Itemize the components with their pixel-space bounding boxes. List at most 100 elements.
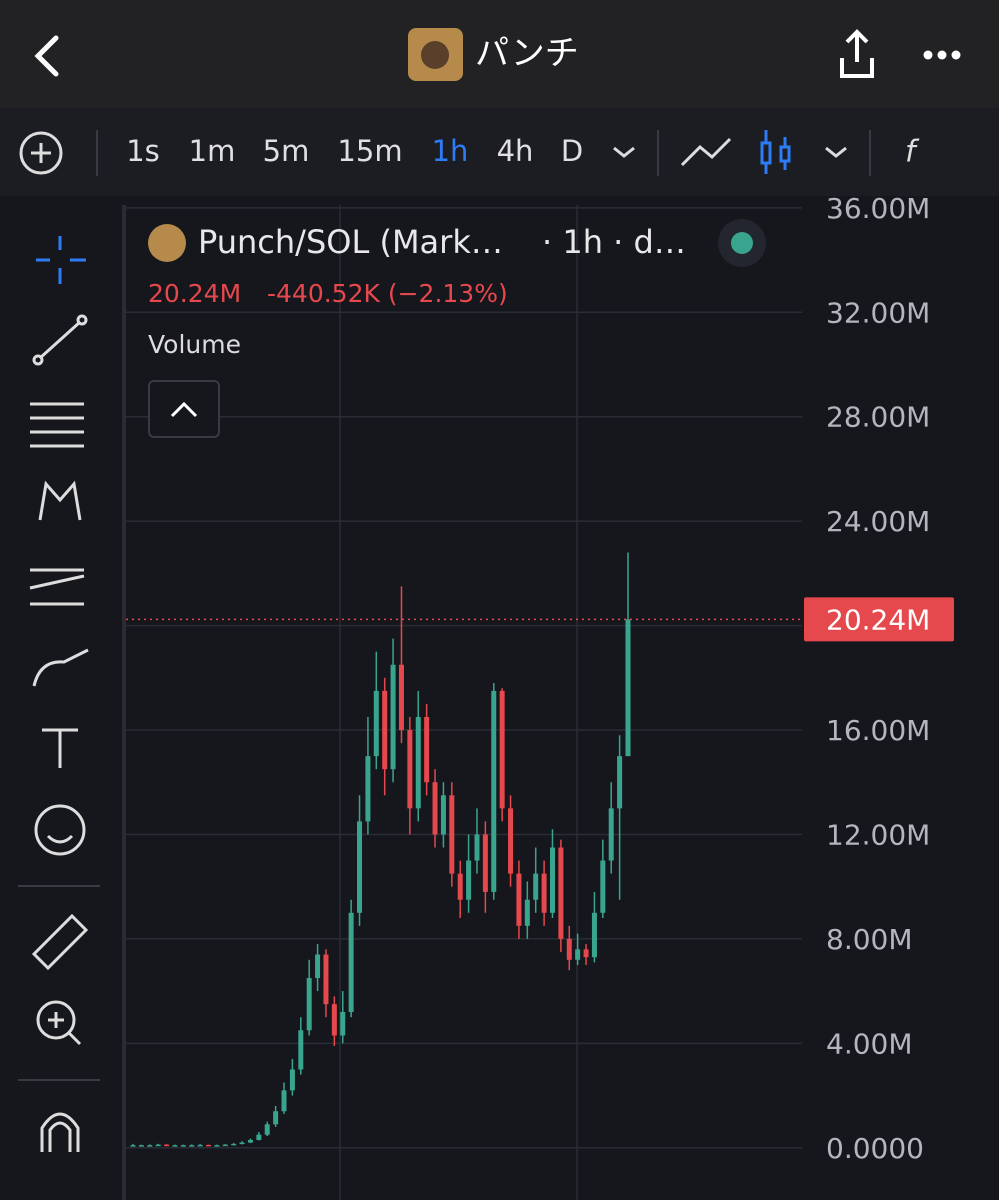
candle-body (533, 873, 539, 900)
candle-body (306, 978, 312, 1031)
candle-body (138, 1145, 144, 1147)
candle-body (415, 716, 421, 809)
legend-change: -440.52K (−2.13%) (267, 279, 508, 308)
interval-button[interactable]: 1m (189, 134, 236, 168)
interval-button[interactable]: 1s (126, 134, 160, 168)
y-tick-label: 0.0000 (826, 1132, 924, 1165)
interval-button[interactable]: 1h (432, 134, 469, 168)
candle-body (591, 912, 597, 958)
text-tool[interactable] (42, 728, 78, 768)
collapse-icon (170, 401, 198, 418)
candle-body (449, 795, 455, 874)
candle-body (197, 1144, 203, 1147)
candle-body (608, 808, 614, 861)
candle-body (273, 1111, 279, 1125)
interval-button[interactable]: D (561, 134, 583, 168)
candle-body (180, 1145, 186, 1147)
candle-body (382, 690, 388, 770)
y-tick-label: 8.00M (826, 923, 913, 956)
candle-body (214, 1145, 220, 1147)
candle-body (331, 1004, 337, 1036)
y-tick-label: 32.00M (826, 296, 930, 329)
candle-body (189, 1145, 195, 1147)
candle-body (499, 690, 505, 809)
add-button[interactable] (19, 131, 63, 175)
candle-body (130, 1145, 136, 1147)
header-title: パンチ (475, 34, 579, 74)
y-tick-label: 4.00M (826, 1027, 913, 1060)
token-icon-face (421, 41, 449, 69)
candle-body (482, 834, 488, 892)
fib-tool[interactable] (29, 568, 85, 606)
candle-body (508, 808, 514, 874)
candle-body (398, 664, 404, 731)
candle-body (348, 912, 354, 1013)
candle-body (365, 756, 371, 822)
legend-symbol: Punch/SOL (Mark… (198, 223, 503, 261)
lines-tool[interactable] (30, 402, 84, 448)
interval-button[interactable]: 5m (263, 134, 310, 168)
candle-body (625, 619, 631, 757)
candle-body (264, 1124, 270, 1135)
candle-body (155, 1144, 161, 1147)
emoji-tool[interactable] (34, 804, 86, 856)
candle-body (558, 847, 564, 939)
candle-body (357, 821, 363, 913)
trendline-tool[interactable] (38, 320, 82, 360)
candle-body (147, 1145, 153, 1147)
zoom-tool[interactable] (36, 1000, 76, 1040)
interval-button[interactable]: 15m (337, 134, 402, 168)
candle-body (474, 834, 480, 861)
candle-body (239, 1142, 245, 1145)
candle-body (231, 1143, 237, 1146)
candle-body (491, 690, 497, 892)
candle-body (315, 954, 321, 979)
legend-interval: · 1h · d… (542, 223, 686, 261)
candle-body (583, 949, 589, 958)
pattern-tool[interactable] (38, 480, 82, 521)
symbol-icon (148, 224, 186, 262)
dropdown-button[interactable] (825, 146, 847, 158)
candle-body (549, 847, 555, 913)
legend-last: 20.24M (148, 279, 241, 308)
drawing-tools (29, 236, 89, 1152)
legend-indicator: Volume (148, 330, 241, 359)
candle-body (281, 1090, 287, 1112)
crosshair-tool[interactable] (36, 236, 86, 284)
candle-body (524, 899, 530, 926)
y-tick-label: 12.00M (826, 818, 930, 851)
candle-body (440, 795, 446, 835)
y-tick-label: 24.00M (826, 505, 930, 538)
brush-tool[interactable] (32, 648, 89, 687)
line-chart-button[interactable] (680, 137, 732, 167)
candle-body (516, 873, 522, 926)
candle-body (289, 1069, 295, 1091)
collapse-button[interactable] (148, 380, 220, 438)
interval-dropdown[interactable] (613, 146, 635, 158)
last-price-box (804, 597, 954, 642)
candle-body (222, 1144, 228, 1147)
candle-body (247, 1139, 253, 1143)
candle-body (600, 860, 606, 913)
status-dot (731, 232, 753, 254)
candle-body (424, 716, 430, 783)
candle-body (340, 1012, 346, 1036)
candle-chart-button[interactable] (760, 130, 791, 174)
candle-body (373, 690, 379, 757)
candle-body (432, 782, 438, 835)
interval-button[interactable]: 4h (497, 134, 534, 168)
y-tick-label: 36.00M (826, 192, 930, 225)
y-tick-label: 16.00M (826, 714, 930, 747)
candle-body (617, 756, 623, 809)
share-button[interactable] (840, 29, 874, 78)
candle-body (164, 1144, 170, 1147)
candle-body (407, 730, 413, 809)
candle-body (256, 1134, 262, 1140)
candle-body (298, 1030, 304, 1070)
back-button[interactable] (34, 35, 59, 77)
more-button[interactable] (923, 50, 961, 60)
candle-body (575, 949, 581, 960)
magnet-tool[interactable] (40, 1112, 80, 1152)
ruler-tool[interactable] (31, 913, 89, 971)
